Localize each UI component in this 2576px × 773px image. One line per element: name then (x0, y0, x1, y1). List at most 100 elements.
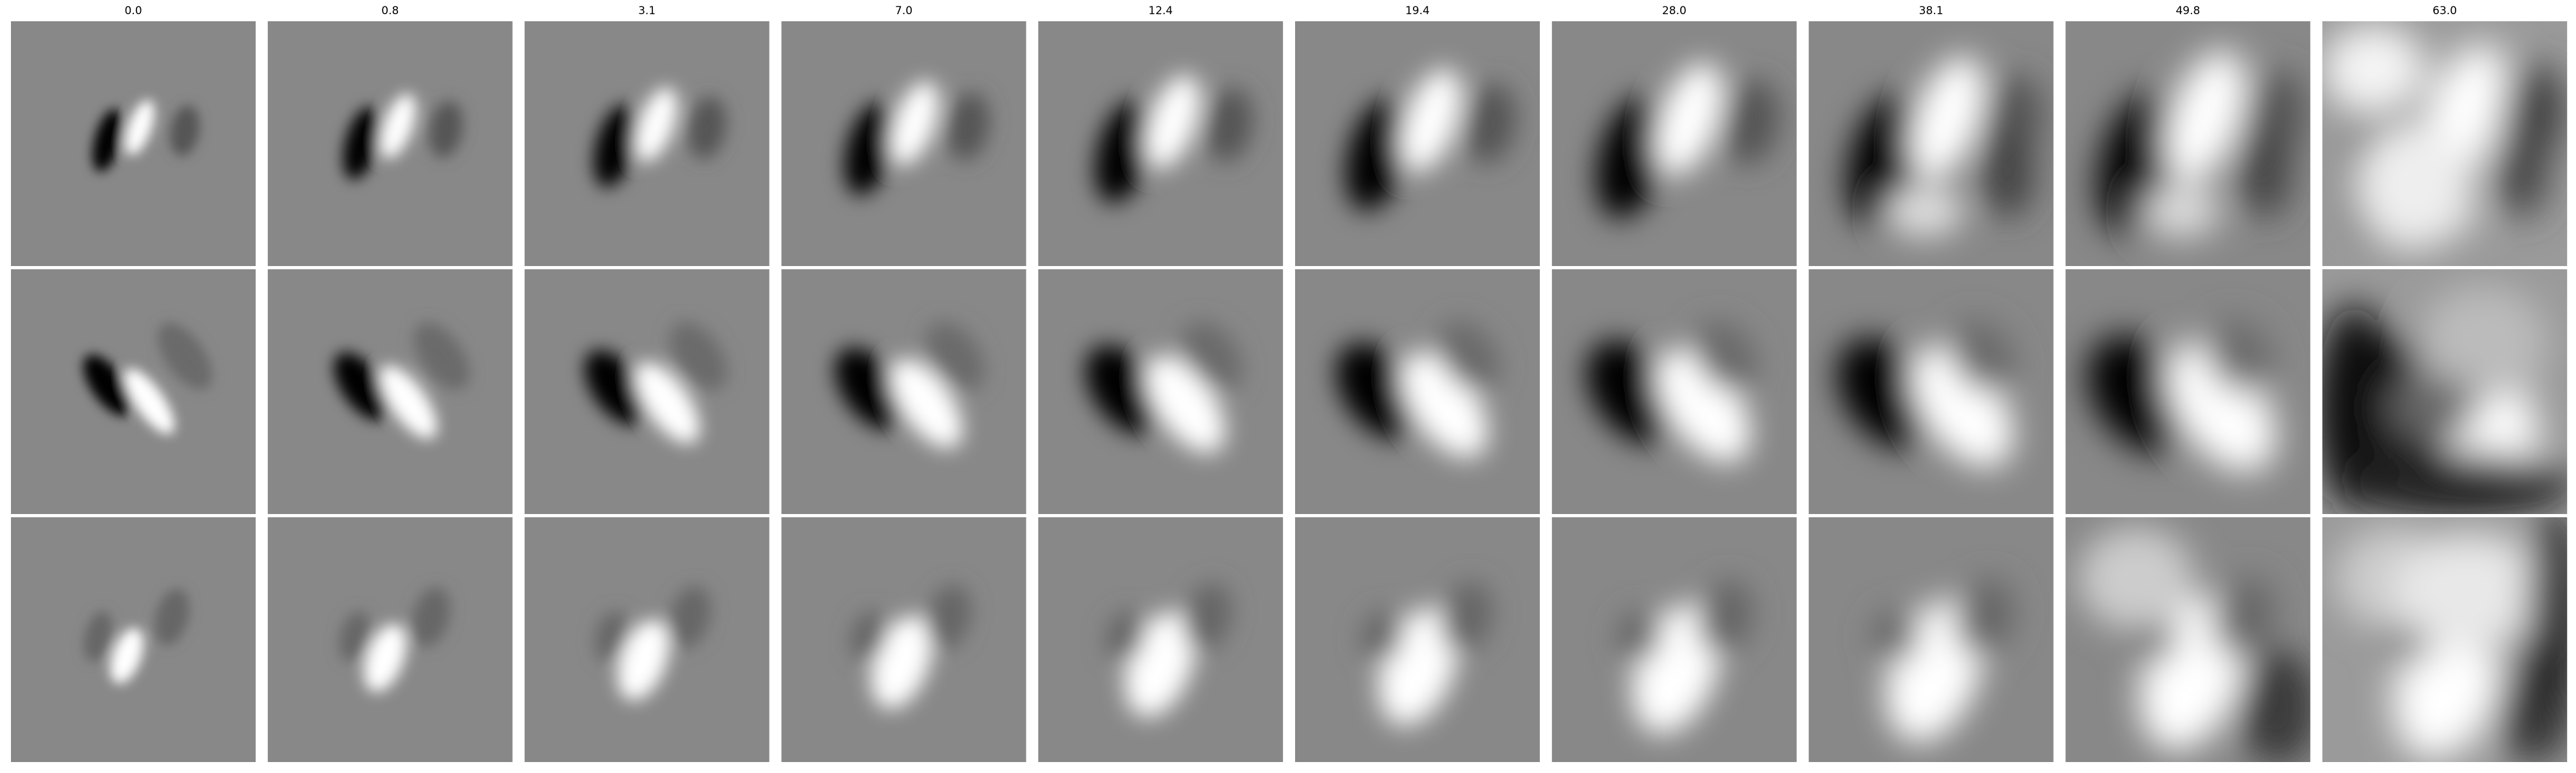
filter-blob (334, 352, 390, 421)
filter-blob (412, 587, 450, 647)
filter-blob (670, 322, 728, 390)
filter-blob (2342, 453, 2568, 514)
column-title: 63.0 (2432, 5, 2457, 17)
panel-r3-c9 (2065, 517, 2311, 762)
filter-blob (584, 350, 647, 425)
filter-blob (92, 109, 123, 172)
filter-blob (2239, 649, 2311, 762)
filter-blob (1361, 611, 1403, 662)
filter-blob (364, 624, 406, 692)
filter-blob (1345, 99, 1409, 211)
filter-blob (1464, 84, 1516, 164)
panel-r1-c6 (1295, 21, 1540, 266)
filter-blob (1910, 56, 1985, 179)
filter-blob (1949, 320, 2016, 392)
filter-blob (1336, 343, 1419, 439)
filter-blob (2143, 186, 2221, 237)
filter-blob (925, 321, 985, 391)
filter-blob (2393, 533, 2548, 649)
filter-blob (1441, 581, 1493, 653)
filter-blob (844, 102, 895, 195)
filter-blob (1872, 611, 1919, 662)
filter-blob (339, 611, 370, 662)
filter-blob (380, 93, 416, 158)
panel-r3-c1 (11, 517, 256, 762)
panel-r3-c4 (781, 517, 1027, 762)
filter-blob (2212, 577, 2275, 657)
filter-blob (1655, 62, 1723, 176)
column-titles: 0.0 0.8 3.1 7.0 12.4 19.4 28.0 38.1 49.8 63.0 (124, 5, 2457, 17)
filter-blob (871, 616, 933, 709)
filter-blob (2419, 285, 2548, 401)
filter-blob (2322, 305, 2394, 511)
filter-blob (1095, 100, 1152, 203)
filter-blob (2206, 320, 2273, 393)
filter-blob (1400, 68, 1462, 172)
filter-blob (83, 354, 132, 416)
panel-r3-c2 (267, 517, 513, 762)
filter-blob (635, 362, 700, 444)
panel-r2-c7 (1551, 269, 1797, 514)
filter-blob (1146, 356, 1226, 453)
filter-blob (635, 87, 677, 162)
filter-blob (594, 611, 629, 662)
filter-blob (84, 611, 112, 662)
filter-blob (343, 107, 380, 180)
panels (11, 21, 2568, 762)
filter-blob (1982, 128, 2034, 218)
panel-r1-c5 (1038, 21, 1283, 266)
filter-blob (926, 584, 972, 650)
filter-blob (890, 81, 939, 166)
column-title: 12.4 (1148, 5, 1173, 17)
panel-r2-c6 (1295, 269, 1540, 514)
panel-r2-c10 (2322, 269, 2568, 514)
filter-blob (688, 97, 726, 159)
filter-blob (1183, 583, 1233, 651)
filter-blob (1656, 348, 1750, 463)
filter-blob (1698, 580, 1754, 654)
filter-blob (1106, 611, 1144, 662)
filter-blob (1437, 321, 1501, 392)
filter-blob (1723, 79, 1779, 165)
filter-blob (2387, 376, 2477, 440)
panel-r3-c5 (1038, 517, 1283, 762)
filter-blob (125, 100, 155, 155)
filter-blob (2354, 121, 2471, 250)
filter-blob (2322, 24, 2426, 115)
column-title: 19.4 (1405, 5, 1430, 17)
panel-r1-c3 (524, 21, 770, 266)
filter-blob (1586, 340, 1676, 443)
column-title: 3.1 (638, 5, 656, 17)
filter-blob (850, 611, 887, 662)
panel-r1-c8 (1808, 21, 2054, 266)
panel-r2-c5 (1038, 269, 1283, 514)
panel-r2-c2 (267, 269, 513, 514)
filter-blob (1401, 352, 1488, 458)
filter-blob (1837, 338, 1934, 448)
filter-blob (429, 100, 463, 158)
filter-blob (947, 92, 990, 161)
column-title: 49.8 (2175, 5, 2200, 17)
filter-blob (835, 347, 904, 430)
panel-r2-c1 (11, 269, 256, 514)
filter-blob (1886, 186, 1964, 237)
panel-r2-c8 (1808, 269, 2054, 514)
filter-blob (2509, 63, 2548, 140)
filter-blob (1085, 345, 1162, 434)
filter-blob (413, 322, 470, 390)
filter-blob (2239, 128, 2291, 218)
filter-blob (2087, 335, 2192, 453)
filter-blob (157, 322, 213, 390)
filter-blob (1694, 320, 1758, 392)
column-title: 28.0 (1662, 5, 1687, 17)
panel-r3-c7 (1551, 517, 1797, 762)
panel-r1-c2 (267, 21, 513, 266)
filter-blob (1182, 321, 1243, 391)
filter-blob (1596, 97, 1667, 218)
panel-r2-c3 (524, 269, 770, 514)
panel-r3-c10 (2322, 517, 2568, 762)
filter-blob (618, 620, 670, 700)
filter-blob (155, 589, 189, 645)
filter-blob (2165, 50, 2246, 182)
